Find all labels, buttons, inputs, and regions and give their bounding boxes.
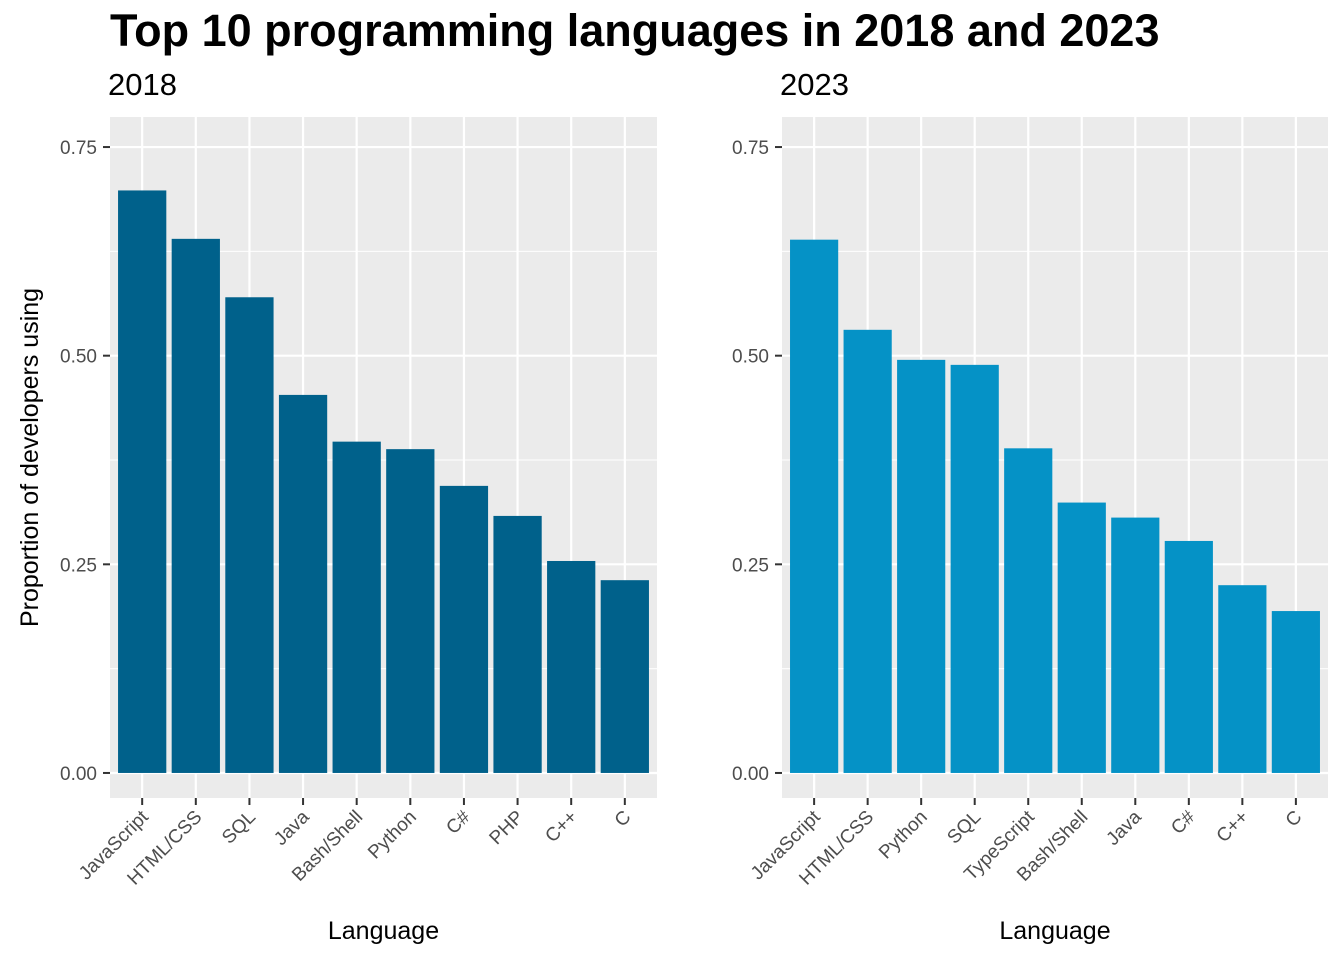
x-tick-label-python: Python xyxy=(875,807,932,864)
bar-python xyxy=(386,449,435,773)
bar-html-css xyxy=(843,329,892,773)
y-tick-label: 0.50 xyxy=(60,347,97,368)
y-tick-label: 0.25 xyxy=(732,555,769,576)
bar-bash-shell xyxy=(332,441,381,773)
bar-sql xyxy=(225,297,274,773)
bar-python xyxy=(897,359,946,773)
x-tick-label-c: C xyxy=(1282,807,1307,832)
x-tick-label-php: PHP xyxy=(486,807,528,849)
chart-title: Top 10 programming languages in 2018 and… xyxy=(110,5,1160,56)
x-tick-label-c: C xyxy=(611,807,636,832)
bar-html-css xyxy=(171,238,220,773)
bar-javascript xyxy=(790,239,839,773)
bar-c xyxy=(600,580,649,773)
bar-csharp xyxy=(439,485,489,773)
x-tick-label-sql: SQL xyxy=(218,807,260,849)
x-tick-label-cplusplus: C++ xyxy=(541,807,581,847)
x-tick-label-csharp: C# xyxy=(442,806,474,838)
bar-bash-shell xyxy=(1057,502,1106,773)
bar-typescript xyxy=(1004,448,1053,773)
x-tick-label-sql: SQL xyxy=(944,807,986,849)
x-tick-label-java: Java xyxy=(1103,806,1147,850)
bar-cplusplus xyxy=(1218,585,1267,773)
bar-c xyxy=(1271,611,1320,773)
panel-title: 2018 xyxy=(108,67,177,102)
bar-sql xyxy=(950,364,999,773)
bar-javascript xyxy=(118,190,167,773)
x-axis-title: Language xyxy=(999,917,1110,945)
y-tick-label: 0.00 xyxy=(60,764,97,785)
x-tick-label-csharp: C# xyxy=(1167,806,1199,838)
x-tick-label-cplusplus: C++ xyxy=(1213,807,1253,847)
bar-java xyxy=(278,394,328,773)
bar-csharp xyxy=(1164,540,1213,773)
bar-cplusplus xyxy=(547,560,596,773)
panel-title: 2023 xyxy=(780,67,849,102)
y-tick-label: 0.75 xyxy=(60,138,97,159)
x-axis-title: Language xyxy=(328,917,439,945)
x-tick-label-python: Python xyxy=(364,807,421,864)
y-tick-label: 0.25 xyxy=(60,555,97,576)
x-tick-label-java: Java xyxy=(270,806,314,850)
y-axis-title: Proportion of developers using xyxy=(16,288,44,627)
y-tick-label: 0.50 xyxy=(732,347,769,368)
y-tick-label: 0.00 xyxy=(732,764,769,785)
bar-java xyxy=(1111,517,1160,773)
panel-2023: 0.000.250.500.75JavaScriptHTML/CSSPython… xyxy=(732,67,1328,945)
bar-php xyxy=(493,515,542,773)
y-tick-label: 0.75 xyxy=(732,138,769,159)
